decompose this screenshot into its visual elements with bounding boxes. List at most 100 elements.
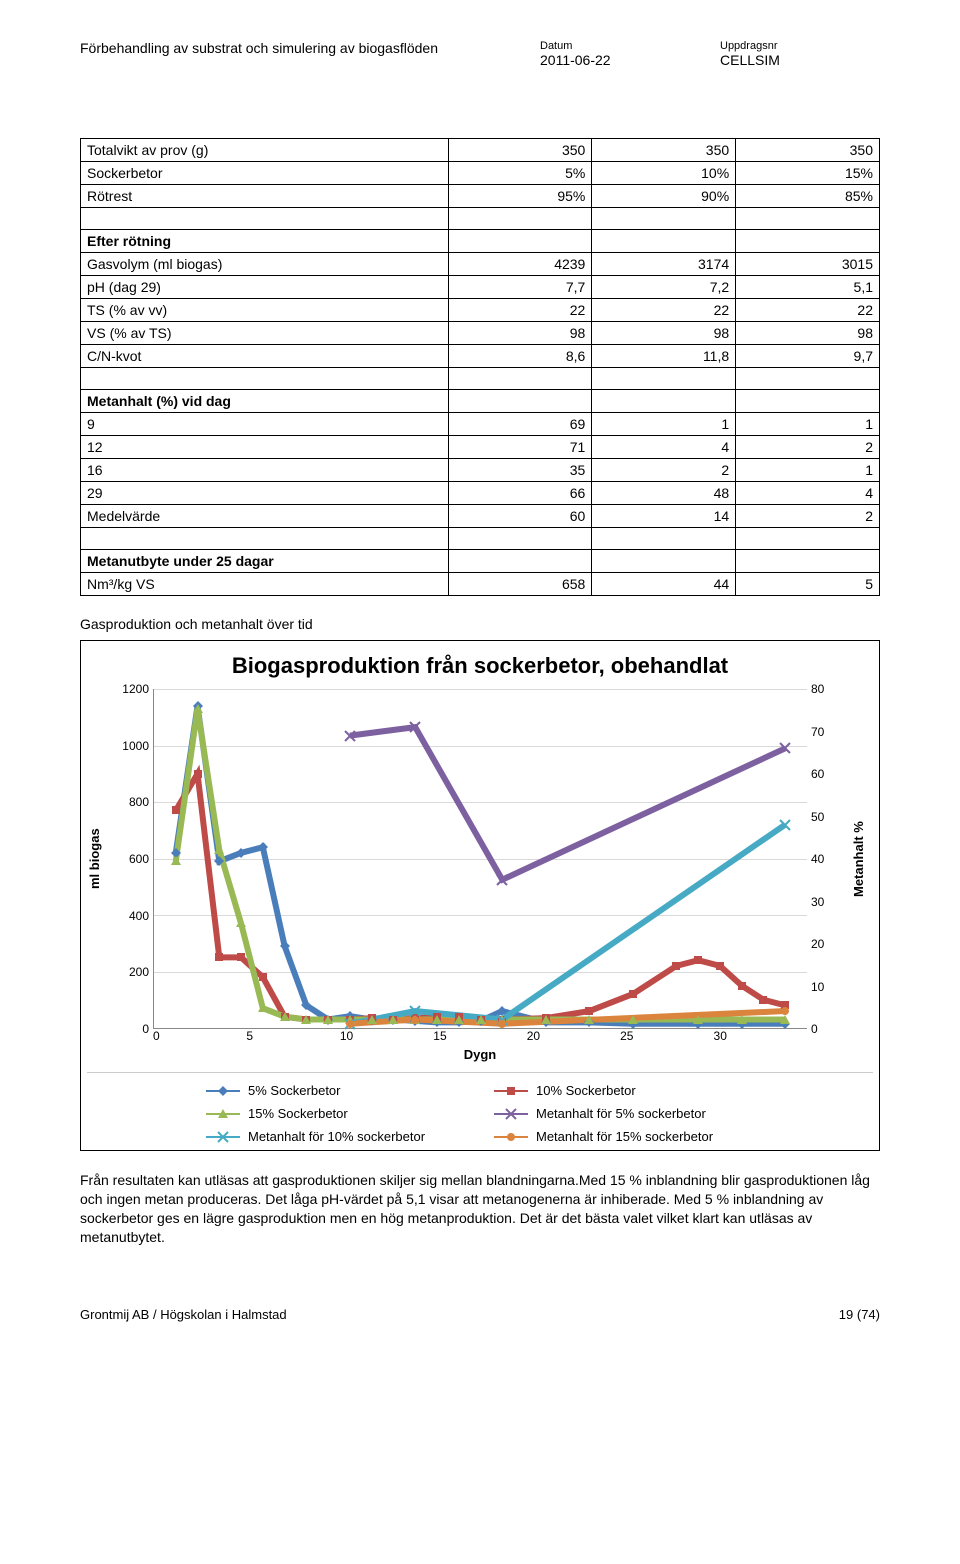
row-label: VS (% av TS) bbox=[81, 322, 449, 345]
table-row: 163521 bbox=[81, 459, 880, 482]
table-row: Sockerbetor5%10%15% bbox=[81, 162, 880, 185]
table-row bbox=[81, 368, 880, 390]
date-value: 2011-06-22 bbox=[540, 52, 720, 68]
y-tick-right: 70 bbox=[811, 725, 824, 739]
y-tick-right: 60 bbox=[811, 767, 824, 781]
y-tick-right: 50 bbox=[811, 810, 824, 824]
cell: 4239 bbox=[448, 253, 592, 276]
chart-title: Biogasproduktion från sockerbetor, obeha… bbox=[87, 653, 873, 679]
cell: 35 bbox=[448, 459, 592, 482]
cell: 98 bbox=[448, 322, 592, 345]
cell: 22 bbox=[736, 299, 880, 322]
cell bbox=[736, 390, 880, 413]
cell bbox=[736, 230, 880, 253]
cell: 98 bbox=[736, 322, 880, 345]
cell bbox=[592, 230, 736, 253]
y-tick-left: 800 bbox=[129, 795, 149, 809]
y-axis-left-label: ml biogas bbox=[87, 689, 109, 1029]
legend-swatch bbox=[206, 1130, 240, 1144]
y-tick-left: 600 bbox=[129, 852, 149, 866]
row-label: Nm³/kg VS bbox=[81, 573, 449, 596]
legend-swatch bbox=[206, 1107, 240, 1121]
table-row: 127142 bbox=[81, 436, 880, 459]
cell: 2 bbox=[736, 436, 880, 459]
cell: 22 bbox=[448, 299, 592, 322]
cell: 66 bbox=[448, 482, 592, 505]
cell: 2 bbox=[736, 505, 880, 528]
job-value: CELLSIM bbox=[720, 52, 880, 68]
table-row: Rötrest95%90%85% bbox=[81, 185, 880, 208]
cell: 350 bbox=[592, 139, 736, 162]
doc-title: Förbehandling av substrat och simulering… bbox=[80, 40, 540, 56]
table-row: Efter rötning bbox=[81, 230, 880, 253]
cell bbox=[736, 368, 880, 390]
table-row: Metanutbyte under 25 dagar bbox=[81, 550, 880, 573]
cell: 2 bbox=[592, 459, 736, 482]
cell: 4 bbox=[736, 482, 880, 505]
row-label: Gasvolym (ml biogas) bbox=[81, 253, 449, 276]
row-label: 12 bbox=[81, 436, 449, 459]
cell: 3015 bbox=[736, 253, 880, 276]
cell bbox=[736, 528, 880, 550]
cell: 9,7 bbox=[736, 345, 880, 368]
cell bbox=[448, 368, 592, 390]
header-job: Uppdragsnr CELLSIM bbox=[720, 40, 880, 68]
table-row: Nm³/kg VS658445 bbox=[81, 573, 880, 596]
table-row: pH (dag 29)7,77,25,1 bbox=[81, 276, 880, 299]
cell: 1 bbox=[736, 413, 880, 436]
table-row: 2966484 bbox=[81, 482, 880, 505]
y-tick-left: 400 bbox=[129, 909, 149, 923]
cell bbox=[592, 528, 736, 550]
row-label: Metanhalt (%) vid dag bbox=[81, 390, 449, 413]
row-label: Totalvikt av prov (g) bbox=[81, 139, 449, 162]
cell: 8,6 bbox=[448, 345, 592, 368]
cell bbox=[736, 208, 880, 230]
header-date: Datum 2011-06-22 bbox=[540, 40, 720, 68]
row-label bbox=[81, 528, 449, 550]
chart-caption: Gasproduktion och metanhalt över tid bbox=[80, 616, 880, 632]
job-label: Uppdragsnr bbox=[720, 40, 880, 52]
table-row: Gasvolym (ml biogas)423931743015 bbox=[81, 253, 880, 276]
table-row: Metanhalt (%) vid dag bbox=[81, 390, 880, 413]
table-row: 96911 bbox=[81, 413, 880, 436]
chart-container: Biogasproduktion från sockerbetor, obeha… bbox=[80, 640, 880, 1151]
table-row bbox=[81, 528, 880, 550]
row-label: Sockerbetor bbox=[81, 162, 449, 185]
page: Förbehandling av substrat och simulering… bbox=[0, 0, 960, 1352]
cell: 5,1 bbox=[736, 276, 880, 299]
row-label: C/N-kvot bbox=[81, 345, 449, 368]
y-tick-left: 1200 bbox=[122, 682, 149, 696]
cell bbox=[592, 550, 736, 573]
cell: 1 bbox=[736, 459, 880, 482]
row-label: Rötrest bbox=[81, 185, 449, 208]
legend-swatch bbox=[494, 1130, 528, 1144]
row-label: 29 bbox=[81, 482, 449, 505]
cell: 11,8 bbox=[592, 345, 736, 368]
cell bbox=[592, 390, 736, 413]
cell: 15% bbox=[736, 162, 880, 185]
y-tick-right: 10 bbox=[811, 980, 824, 994]
cell: 90% bbox=[592, 185, 736, 208]
cell: 658 bbox=[448, 573, 592, 596]
cell bbox=[448, 208, 592, 230]
cell: 1 bbox=[592, 413, 736, 436]
y-tick-left: 200 bbox=[129, 965, 149, 979]
chart-plot-area: ml biogas 020040060080010001200 01020304… bbox=[87, 689, 873, 1029]
row-label: 9 bbox=[81, 413, 449, 436]
y-tick-left: 0 bbox=[142, 1022, 149, 1036]
row-label: 16 bbox=[81, 459, 449, 482]
row-label: TS (% av vv) bbox=[81, 299, 449, 322]
table-row: VS (% av TS)989898 bbox=[81, 322, 880, 345]
cell: 60 bbox=[448, 505, 592, 528]
y-tick-right: 80 bbox=[811, 682, 824, 696]
y-tick-right: 20 bbox=[811, 937, 824, 951]
cell bbox=[592, 368, 736, 390]
data-table: Totalvikt av prov (g)350350350Sockerbeto… bbox=[80, 138, 880, 596]
row-label: Efter rötning bbox=[81, 230, 449, 253]
legend-swatch bbox=[206, 1084, 240, 1098]
table-row: C/N-kvot8,611,89,7 bbox=[81, 345, 880, 368]
cell bbox=[448, 550, 592, 573]
cell: 7,2 bbox=[592, 276, 736, 299]
table-row: TS (% av vv)222222 bbox=[81, 299, 880, 322]
row-label bbox=[81, 368, 449, 390]
